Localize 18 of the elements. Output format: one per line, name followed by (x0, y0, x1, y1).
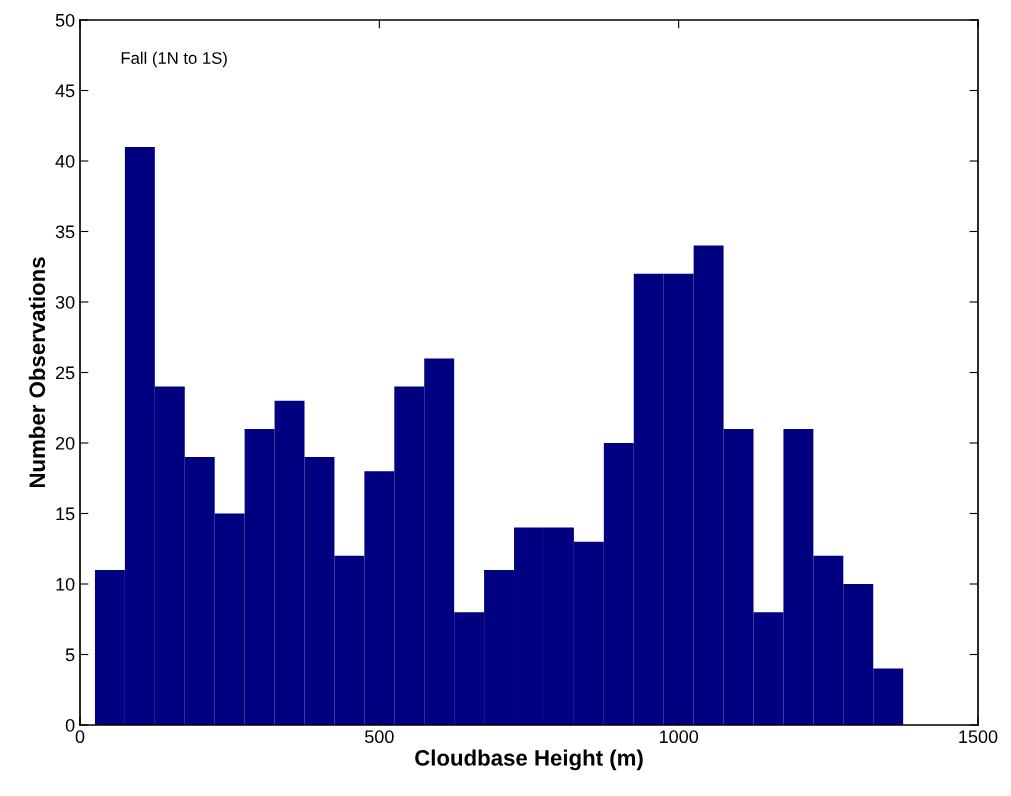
x-tick-label: 500 (364, 730, 394, 744)
x-tick-label: 0 (75, 730, 85, 744)
x-tick-label: 1500 (959, 730, 998, 744)
annotation: Fall (1N to 1S) (121, 51, 227, 68)
x-tick-label: 1000 (659, 730, 699, 744)
y-tick-label: 5 (65, 648, 75, 662)
y-tick-label: 40 (55, 154, 75, 168)
y-tick-label: 35 (55, 225, 75, 239)
y-tick-label: 10 (56, 577, 75, 591)
y-tick-label: 25 (55, 366, 75, 380)
x-axis-title: Cloudbase Height (m) (415, 749, 643, 771)
y-tick-label: 30 (55, 295, 75, 309)
y-tick-label: 20 (55, 436, 75, 450)
y-axis-title: Number Observations (28, 257, 46, 488)
y-tick-label: 45 (55, 84, 75, 98)
y-tick-label: 0 (65, 718, 75, 732)
y-tick-label: 15 (56, 507, 75, 521)
y-tick-label: 50 (55, 13, 75, 27)
